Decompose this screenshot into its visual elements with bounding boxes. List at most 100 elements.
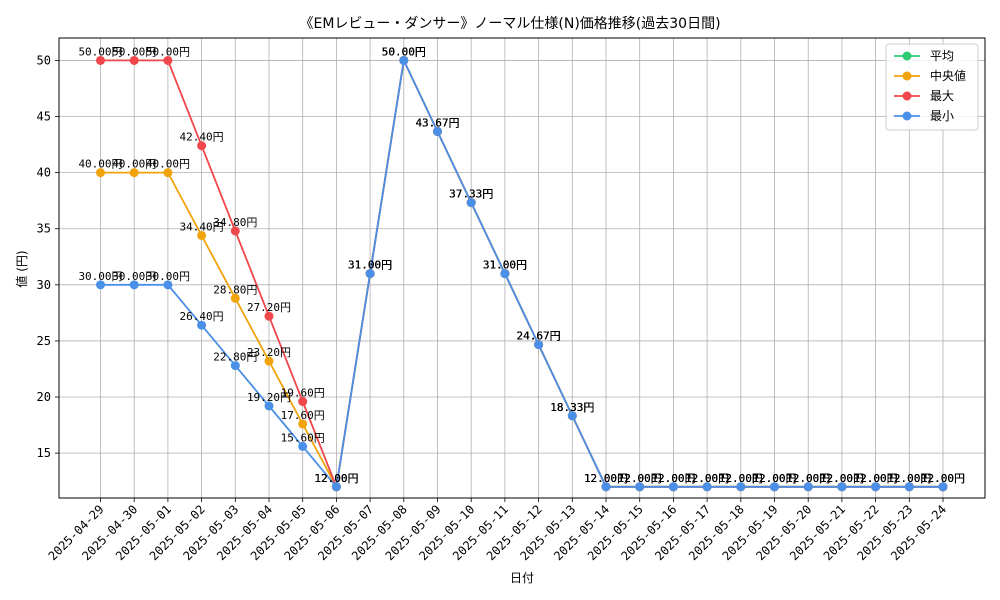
data-label: 31.00円	[348, 259, 392, 272]
data-point	[129, 168, 139, 178]
data-label: 12.00円	[752, 472, 796, 485]
data-label: 12.00円	[651, 472, 695, 485]
data-point	[399, 55, 409, 65]
data-label: 31.00円	[483, 259, 527, 272]
legend-box	[885, 43, 979, 131]
data-label: 50.00円	[382, 45, 426, 58]
y-tick-label: 25	[37, 334, 51, 348]
data-point	[331, 482, 341, 492]
legend-entry-label: 平均	[930, 49, 954, 63]
data-point	[871, 482, 881, 492]
data-label: 50.00円	[382, 45, 426, 58]
data-label: 12.00円	[887, 472, 931, 485]
data-point	[129, 280, 139, 290]
data-label: 18.33円	[550, 401, 594, 414]
data-label: 19.60円	[281, 387, 325, 400]
data-label: 12.00円	[921, 472, 965, 485]
data-label: 12.00円	[584, 472, 628, 485]
data-point	[466, 198, 476, 208]
legend-swatch-marker	[902, 91, 912, 101]
data-label: 12.00円	[314, 472, 358, 485]
data-label: 50.00円	[382, 45, 426, 58]
data-point	[197, 230, 207, 240]
data-label: 12.00円	[618, 472, 662, 485]
data-label: 43.67円	[415, 116, 459, 129]
data-point	[298, 441, 308, 451]
data-label: 12.00円	[719, 472, 763, 485]
data-label: 18.33円	[550, 401, 594, 414]
data-label: 50.00円	[112, 45, 156, 58]
x-axis-label: 日付	[510, 571, 534, 585]
legend-swatch-marker	[902, 51, 912, 61]
data-label: 12.00円	[921, 472, 965, 485]
data-label: 12.00円	[854, 472, 898, 485]
data-label: 26.40円	[180, 310, 224, 323]
data-point	[736, 482, 746, 492]
data-point	[96, 280, 105, 290]
grid	[59, 38, 985, 498]
data-point	[500, 269, 510, 279]
y-tick-label: 45	[37, 110, 51, 124]
data-label: 50.00円	[382, 45, 426, 58]
data-label: 15.60円	[281, 431, 325, 444]
data-point	[938, 482, 948, 492]
data-label: 18.33円	[550, 401, 594, 414]
y-tick-label: 30	[37, 278, 51, 292]
data-point	[264, 356, 274, 366]
data-point	[163, 168, 173, 178]
data-label: 12.00円	[685, 472, 729, 485]
data-label: 30.00円	[78, 270, 122, 283]
data-label: 12.00円	[314, 472, 358, 485]
data-label: 24.67円	[517, 330, 561, 343]
legend-entry-label: 最大	[930, 89, 954, 103]
data-label: 12.00円	[786, 472, 830, 485]
data-label: 37.33円	[449, 188, 493, 201]
data-label: 12.00円	[618, 472, 662, 485]
series-line	[100, 57, 943, 489]
data-label: 31.00円	[483, 259, 527, 272]
data-labels: 12.00円 31.00円 50.00円 43.67円 37.33円 31.00円 24.6…	[78, 45, 965, 484]
data-label: 34.40円	[180, 220, 224, 233]
data-label: 12.00円	[618, 472, 662, 485]
data-label: 12.00円	[752, 472, 796, 485]
data-point	[264, 311, 274, 321]
data-label: 27.20円	[247, 301, 291, 314]
data-label: 40.00円	[78, 158, 122, 171]
data-label: 12.00円	[921, 472, 965, 485]
data-point	[433, 126, 442, 136]
data-label: 12.00円	[752, 472, 796, 485]
y-axis-label: 値 (円)	[14, 250, 29, 287]
data-label: 31.00円	[348, 259, 392, 272]
data-label: 31.00円	[348, 259, 392, 272]
data-point	[770, 482, 779, 492]
data-label: 37.33円	[449, 188, 493, 201]
data-point	[230, 361, 240, 371]
data-point	[365, 269, 375, 279]
data-label: 30.00円	[112, 270, 156, 283]
data-label: 31.00円	[483, 259, 527, 272]
data-label: 12.00円	[314, 472, 358, 485]
data-label: 12.00円	[887, 472, 931, 485]
y-tick-label: 40	[37, 166, 51, 180]
data-label: 34.80円	[213, 216, 257, 229]
data-point	[129, 55, 139, 65]
data-point	[702, 482, 712, 492]
data-label: 30.00円	[146, 270, 190, 283]
data-point	[601, 482, 611, 492]
data-label: 18.33円	[550, 401, 594, 414]
data-point	[197, 141, 207, 151]
data-point	[837, 482, 847, 492]
data-point	[534, 340, 544, 350]
data-label: 42.40円	[180, 131, 224, 144]
data-label: 12.00円	[685, 472, 729, 485]
data-point	[230, 226, 240, 236]
legend-swatch-marker	[902, 111, 912, 121]
data-point	[163, 280, 173, 290]
data-label: 12.00円	[820, 472, 864, 485]
data-label: 12.00円	[584, 472, 628, 485]
data-label: 24.67円	[517, 330, 561, 343]
data-label: 12.00円	[887, 472, 931, 485]
